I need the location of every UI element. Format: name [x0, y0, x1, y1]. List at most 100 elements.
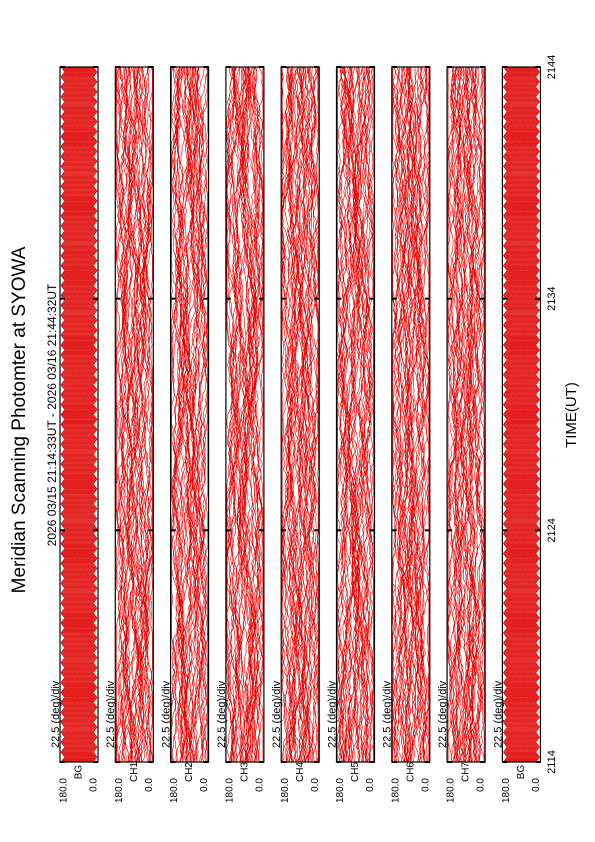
- y-tick-label: 180.0: [169, 778, 180, 803]
- trace: [119, 66, 134, 763]
- trace: [81, 66, 87, 763]
- trace: [454, 66, 468, 763]
- trace: [191, 66, 206, 763]
- y-tick-label: 180.0: [280, 778, 291, 803]
- trace: [71, 66, 77, 763]
- x-axis-label: TIME(UT): [563, 382, 580, 448]
- trace: [291, 66, 307, 763]
- scale-label: 22.5 (deg)/div: [382, 680, 394, 748]
- trace: [128, 66, 148, 763]
- trace: [515, 66, 522, 763]
- trace: [418, 67, 430, 762]
- x-tick-label: 2114: [546, 750, 558, 774]
- trace: [453, 66, 473, 763]
- trace: [299, 66, 317, 762]
- y-tick-label: 180.0: [59, 778, 70, 803]
- trace: [513, 66, 519, 763]
- scale-label: 22.5 (deg)/div: [271, 680, 283, 748]
- trace: [532, 66, 539, 763]
- trace: [239, 66, 254, 763]
- trace: [508, 66, 514, 763]
- trace: [76, 66, 83, 763]
- scale-label: 22.5 (deg)/div: [161, 680, 173, 748]
- trace: [141, 67, 153, 763]
- trace: [133, 66, 150, 763]
- trace: [415, 66, 430, 763]
- panel: 0.0 180.0 CH5 22.5 (deg)/div: [326, 66, 376, 803]
- trace: [93, 66, 98, 763]
- x-tick-label: 2134: [546, 286, 558, 310]
- y-tick-label: 0.0: [476, 778, 487, 792]
- scale-label: 22.5 (deg)/div: [105, 680, 117, 748]
- trace: [281, 66, 295, 763]
- trace: [72, 66, 78, 763]
- trace: [338, 66, 352, 763]
- trace: [415, 66, 430, 763]
- panel-frame: [446, 66, 486, 763]
- trace: [302, 66, 319, 763]
- trace: [226, 66, 240, 763]
- trace: [69, 66, 76, 763]
- channel-label: CH4: [295, 762, 306, 782]
- panel: 0.0 180.0 CH6 22.5 (deg)/div: [382, 66, 431, 803]
- trace: [88, 66, 94, 763]
- trace: [65, 66, 72, 763]
- trace: [518, 66, 524, 763]
- trace: [84, 66, 90, 763]
- trace: [408, 66, 425, 763]
- channel-label: BG: [74, 765, 85, 780]
- trace: [80, 66, 86, 763]
- trace: [520, 66, 526, 763]
- trace: [127, 66, 146, 762]
- panel-frame: [225, 66, 265, 763]
- trace: [470, 66, 485, 763]
- trace: [508, 66, 515, 763]
- trace: [504, 66, 511, 763]
- trace: [68, 66, 74, 763]
- y-tick-label: 180.0: [335, 778, 346, 803]
- trace: [73, 66, 79, 763]
- trace: [297, 66, 315, 763]
- trace: [75, 66, 82, 763]
- trace: [69, 66, 75, 763]
- trace: [81, 66, 88, 763]
- trace: [182, 66, 199, 762]
- trace: [189, 66, 203, 763]
- trace: [310, 67, 319, 762]
- scale-label: 22.5 (deg)/div: [437, 680, 449, 748]
- trace: [531, 66, 537, 763]
- panel-frame: [114, 66, 154, 763]
- trace: [230, 66, 245, 763]
- trace: [196, 67, 208, 763]
- trace: [393, 66, 410, 763]
- trace: [449, 66, 464, 763]
- trace: [197, 66, 208, 762]
- trace: [405, 66, 418, 763]
- trace: [64, 66, 71, 763]
- trace: [239, 66, 253, 763]
- trace: [60, 66, 66, 763]
- y-tick-label: 0.0: [365, 778, 376, 792]
- trace: [531, 66, 538, 763]
- trace: [398, 66, 414, 763]
- trace: [70, 66, 77, 763]
- trace: [121, 66, 138, 763]
- trace: [406, 66, 420, 763]
- trace: [124, 66, 141, 763]
- trace: [361, 66, 374, 762]
- trace: [356, 66, 372, 763]
- trace: [453, 66, 473, 762]
- trace: [465, 66, 481, 763]
- trace: [239, 66, 257, 763]
- trace: [281, 67, 295, 762]
- trace: [510, 66, 516, 763]
- trace: [78, 66, 84, 763]
- trace: [298, 66, 313, 763]
- trace: [85, 66, 91, 763]
- trace: [516, 66, 522, 763]
- trace: [533, 66, 539, 763]
- channel-label: CH6: [405, 762, 416, 782]
- trace: [406, 66, 422, 763]
- trace: [140, 66, 153, 763]
